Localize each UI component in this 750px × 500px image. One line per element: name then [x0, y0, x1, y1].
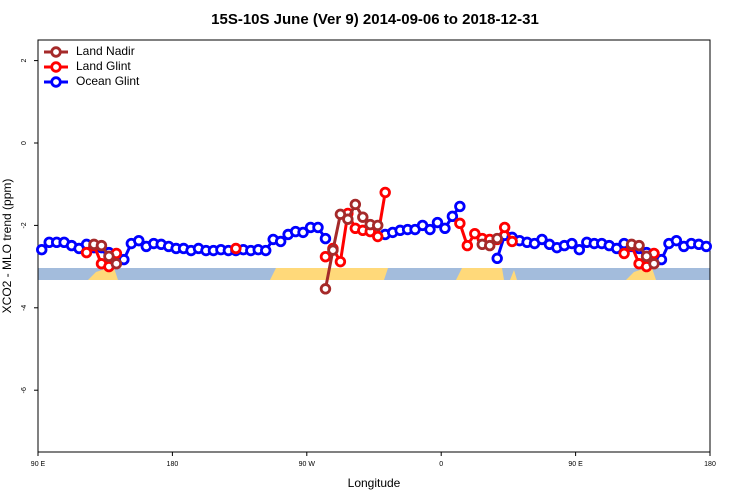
series-line	[93, 201, 656, 290]
data-point	[469, 227, 481, 240]
data-point	[327, 244, 339, 256]
data-point	[439, 222, 451, 234]
data-point	[372, 219, 384, 232]
data-point	[491, 232, 503, 245]
legend-marker	[50, 46, 62, 58]
data-point	[670, 234, 683, 247]
data-point	[633, 239, 645, 252]
data-point	[319, 232, 332, 245]
data-point	[312, 221, 324, 234]
legend-label: Land Nadir	[76, 44, 135, 58]
y-tick-label: -4	[21, 305, 28, 311]
data-point	[506, 235, 518, 248]
x-tick-label: 180	[167, 461, 179, 468]
data-point	[618, 247, 630, 260]
data-point	[491, 252, 503, 265]
data-point	[700, 240, 712, 253]
data-point	[95, 239, 108, 252]
data-point	[566, 237, 578, 250]
legend-label: Ocean Glint	[76, 74, 140, 88]
x-tick-label: 90 W	[299, 461, 316, 468]
land-patch	[510, 270, 517, 280]
land-mask	[38, 268, 710, 280]
data-point	[334, 255, 347, 268]
data-point	[319, 251, 332, 263]
data-point	[36, 244, 48, 256]
legend-marker	[50, 76, 62, 88]
data-point	[498, 221, 511, 234]
data-point	[446, 210, 459, 223]
chart-title: 15S-10S June (Ver 9) 2014-09-06 to 2018-…	[211, 11, 539, 28]
data-point	[133, 234, 145, 247]
data-point	[484, 239, 496, 252]
x-tick-label: 90 E	[31, 461, 46, 468]
y-tick-label: -6	[21, 387, 28, 393]
data-point	[610, 242, 623, 255]
data-point	[640, 250, 653, 262]
data-point	[454, 200, 466, 213]
data-point	[454, 217, 466, 230]
x-tick-label: 90 E	[568, 461, 583, 468]
legend-marker	[50, 61, 62, 73]
x-axis-label: Longitude	[348, 476, 401, 490]
data-point	[80, 246, 93, 259]
data-point	[461, 239, 474, 252]
y-tick-label: -2	[21, 222, 28, 228]
data-point	[357, 211, 369, 223]
data-point	[424, 223, 436, 236]
x-tick-label: 0	[439, 461, 443, 468]
land-patch	[456, 268, 504, 280]
data-point	[103, 250, 115, 262]
x-tick-label: 180	[704, 461, 716, 468]
data-point	[260, 244, 272, 257]
data-point	[334, 208, 347, 220]
data-point	[349, 198, 362, 211]
y-tick-label: 0	[21, 141, 28, 145]
data-point	[274, 235, 287, 248]
y-axis-label: XCO2 - MLO trend (ppm)	[0, 179, 14, 314]
data-point	[431, 216, 444, 229]
data-point	[536, 233, 548, 246]
data-point	[648, 258, 660, 270]
data-point	[230, 242, 242, 255]
data-point	[372, 230, 384, 243]
data-point	[319, 283, 332, 295]
legend-label: Land Glint	[76, 59, 131, 73]
data-point	[573, 244, 586, 256]
data-point	[342, 213, 354, 225]
data-point	[110, 258, 123, 270]
data-point	[297, 226, 309, 239]
y-tick-label: 2	[21, 59, 28, 63]
data-point	[379, 186, 391, 199]
